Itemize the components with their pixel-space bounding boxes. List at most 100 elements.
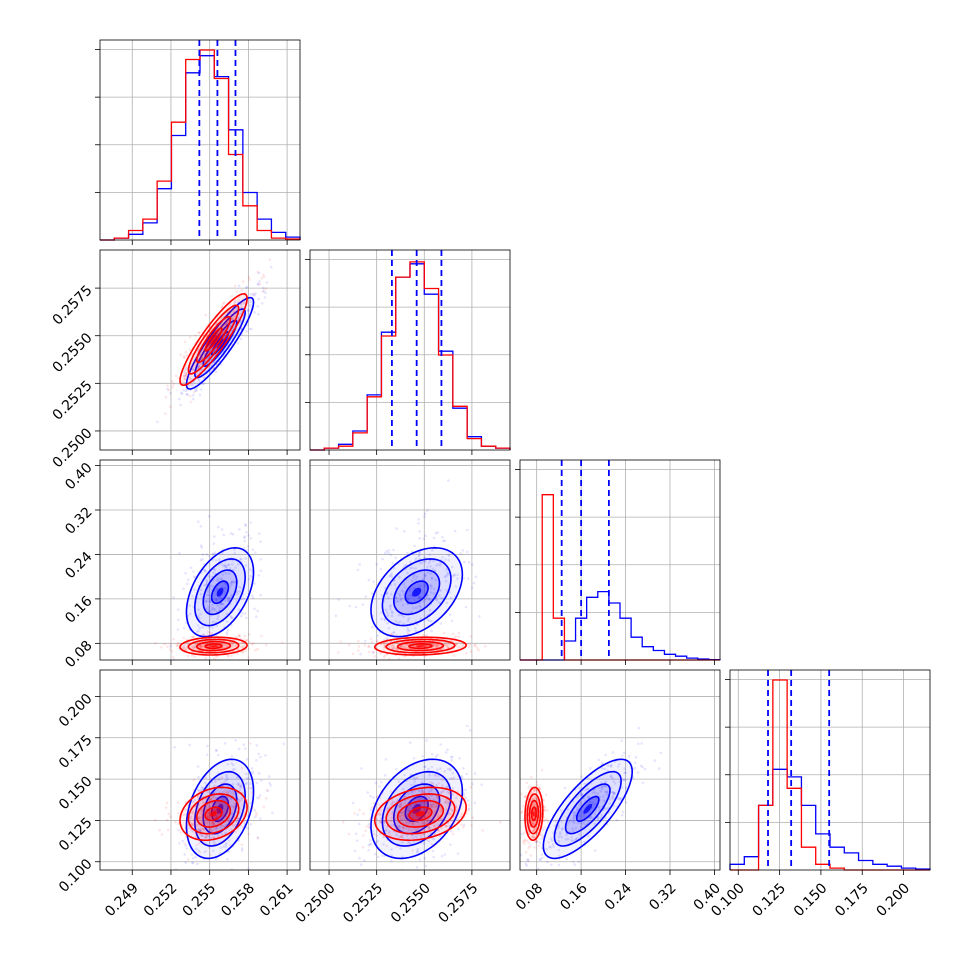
scatter-point [460,776,464,780]
scatter-point [449,792,453,795]
scatter-point [543,808,546,812]
scatter-point [415,829,419,832]
scatter-point [211,821,214,825]
scatter-point [575,836,579,840]
scatter-point [176,641,180,645]
scatter-point [410,828,414,832]
scatter-point [427,839,431,843]
scatter-point [417,595,421,598]
scatter-point [250,767,254,770]
scatter-point [216,604,219,608]
scatter-point [535,839,539,843]
scatter-point [535,798,539,802]
scatter-point [526,858,530,861]
scatter-point [200,644,204,648]
scatter-point [430,842,434,846]
scatter-point [235,290,239,294]
scatter-point [426,810,430,814]
scatter-point [639,764,643,768]
scatter-point [188,743,191,747]
scatter-point [237,819,241,823]
scatter-point [173,745,176,749]
scatter-point [209,797,212,801]
scatter-point [453,529,457,533]
scatter-point [372,580,375,584]
scatter-point [180,392,184,396]
scatter-point [462,577,466,580]
scatter-point [397,780,401,783]
scatter-point [175,644,178,647]
scatter-point [218,811,221,814]
scatter-point [430,765,434,769]
scatter-point [236,300,239,304]
scatter-point [603,767,606,771]
scatter-point [211,836,215,839]
scatter-point [392,631,395,635]
scatter-point [532,821,535,825]
scatter-point [419,617,423,621]
scatter-point [392,630,396,634]
scatter-point [418,553,421,556]
scatter-point [176,628,180,631]
scatter-point [249,300,252,303]
scatter-point [199,355,203,358]
scatter-point [167,812,171,816]
scatter-point [205,835,209,839]
scatter-point [390,643,394,647]
scatter-point [220,585,224,589]
scatter-point [469,650,473,653]
scatter-point [201,814,205,817]
scatter-point [395,647,398,651]
scatter-point [430,576,434,580]
scatter-point [237,747,241,751]
scatter-point [219,803,222,807]
scatter-point [204,313,208,317]
scatter-point [391,647,394,651]
scatter-point [412,776,415,780]
scatter-point [538,841,541,844]
scatter-point [577,806,580,810]
scatter-point [248,278,251,282]
scatter-point [391,800,395,804]
scatter-point [200,821,204,824]
scatter-point [408,821,411,825]
density-red [204,806,223,822]
scatter-point [587,776,590,780]
scatter-point [558,831,562,834]
scatter-point [420,782,424,786]
scatter-point [449,843,452,846]
scatter-point [390,592,393,596]
scatter-point [428,804,431,808]
scatter-point [451,755,454,759]
scatter-point [451,787,455,790]
scatter-point [437,643,440,647]
scatter-point [383,654,387,657]
scatter-point [194,642,198,646]
scatter-point [623,767,626,770]
scatter-point [545,882,548,885]
scatter-point [467,804,471,807]
scatter-point [368,825,371,829]
scatter-point [437,829,441,833]
scatter-point [621,778,625,781]
scatter-point [395,798,399,802]
scatter-point [419,596,423,600]
scatter-point [226,321,229,324]
scatter-point [446,573,449,576]
scatter-point [406,643,410,646]
scatter-point [214,781,217,784]
scatter-point [225,810,228,814]
scatter-point [224,779,228,782]
scatter-point [557,863,561,867]
scatter-point [377,813,380,816]
scatter-point [451,832,455,836]
scatter-point [406,626,410,630]
scatter-point [456,790,460,793]
scatter-point [201,834,204,837]
scatter-points-red [341,774,502,852]
scatter-point [436,796,440,799]
scatter-point [430,805,434,808]
scatter-point [379,820,383,824]
scatter-point [221,797,225,800]
scatter-point [252,292,255,296]
